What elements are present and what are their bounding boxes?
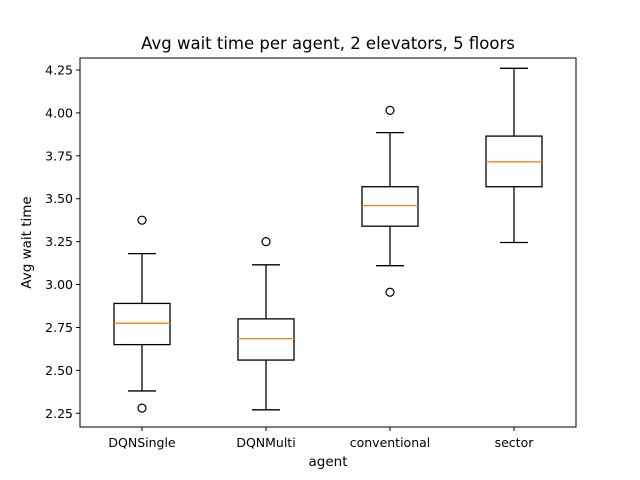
plot-area [113, 67, 543, 413]
y-tick-label: 2.50 [45, 363, 73, 378]
y-tick-label: 2.75 [45, 320, 73, 335]
x-axis-label: agent [309, 454, 348, 470]
box-iqr [361, 186, 419, 227]
x-tick-label: DQNSingle [108, 435, 176, 450]
outlier-point [137, 403, 147, 413]
box-iqr [113, 302, 171, 346]
outlier-point [385, 287, 395, 297]
x-tick-label: DQNMulti [236, 435, 295, 450]
outlier-point [137, 215, 147, 225]
box-iqr [237, 318, 295, 361]
x-tick-label: conventional [350, 435, 431, 450]
outlier-point [261, 237, 271, 247]
y-tick-label: 4.00 [45, 105, 73, 120]
y-tick-label: 2.25 [45, 406, 73, 421]
box-group-conventional [361, 105, 419, 297]
box-group-sector [485, 67, 543, 244]
y-axis-ticks: 2.25 2.50 2.75 3.00 3.25 3.50 3.75 4.00 4.25 [45, 63, 80, 421]
y-tick-label: 3.00 [45, 277, 73, 292]
box-group-dqnmulti [237, 237, 295, 411]
outlier-point [385, 105, 395, 115]
axes-frame [79, 57, 577, 428]
x-tick-label: sector [495, 435, 535, 450]
y-tick-label: 3.50 [45, 191, 73, 206]
chart-title: Avg wait time per agent, 2 elevators, 5 … [141, 34, 515, 53]
x-axis-ticks: DQNSingle DQNMulti conventional sector [108, 427, 534, 450]
y-tick-label: 3.75 [45, 148, 73, 163]
box-group-dqnsingle [113, 215, 171, 413]
y-tick-label: 4.25 [45, 63, 73, 78]
y-tick-label: 3.25 [45, 234, 73, 249]
y-axis-label: Avg wait time [19, 196, 35, 288]
